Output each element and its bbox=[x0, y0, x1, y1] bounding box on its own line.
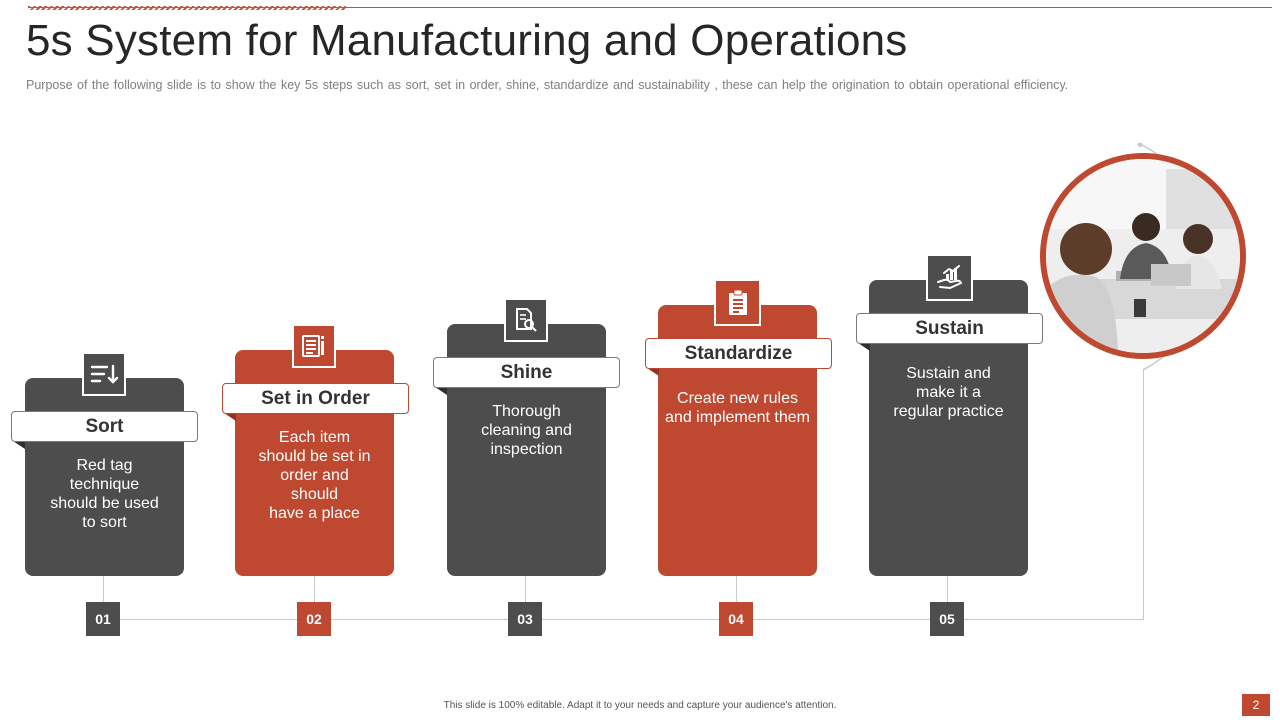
growth-hand-icon bbox=[926, 254, 973, 301]
step-connector bbox=[736, 575, 737, 603]
step-number: 01 bbox=[86, 602, 120, 636]
team-meeting-photo bbox=[1046, 159, 1240, 353]
step-label-set-in-order: Set in Order bbox=[222, 383, 409, 414]
document-search-icon bbox=[504, 298, 548, 342]
photo-frame bbox=[1040, 153, 1246, 359]
step-connector bbox=[314, 575, 315, 603]
step-card-sort: Red tag technique should be used to sort bbox=[25, 378, 184, 576]
step-description: Each item should be set in order and sho… bbox=[258, 429, 371, 522]
timeline-line bbox=[103, 619, 1144, 620]
label-fold bbox=[435, 387, 447, 395]
sort-icon bbox=[82, 352, 126, 396]
label-fold bbox=[647, 368, 659, 376]
list-icon bbox=[292, 324, 336, 368]
step-label-shine: Shine bbox=[433, 357, 620, 388]
step-label-sustain: Sustain bbox=[856, 313, 1043, 344]
step-description: Sustain and make it a regular practice bbox=[893, 365, 1004, 420]
page-subtitle: Purpose of the following slide is to sho… bbox=[26, 78, 1069, 92]
step-description: Create new rules and implement them bbox=[665, 390, 810, 426]
step-connector bbox=[947, 575, 948, 603]
clipboard-icon bbox=[714, 279, 761, 326]
step-number: 02 bbox=[297, 602, 331, 636]
step-number: 03 bbox=[508, 602, 542, 636]
label-fold bbox=[13, 441, 25, 449]
top-decoration bbox=[28, 6, 346, 10]
label-fold bbox=[224, 413, 236, 421]
step-number: 05 bbox=[930, 602, 964, 636]
footer-note: This slide is 100% editable. Adapt it to… bbox=[443, 700, 837, 711]
timeline-riser bbox=[1143, 370, 1144, 620]
step-label-sort: Sort bbox=[11, 411, 198, 442]
step-number: 04 bbox=[719, 602, 753, 636]
label-fold bbox=[858, 343, 870, 351]
top-divider bbox=[28, 7, 1272, 8]
step-connector bbox=[103, 575, 104, 603]
step-description: Thorough cleaning and inspection bbox=[481, 403, 572, 458]
step-description: Red tag technique should be used to sort bbox=[50, 457, 159, 531]
step-connector bbox=[525, 575, 526, 603]
page-number: 2 bbox=[1242, 694, 1270, 716]
page-title: 5s System for Manufacturing and Operatio… bbox=[26, 16, 908, 65]
step-label-standardize: Standardize bbox=[645, 338, 832, 369]
